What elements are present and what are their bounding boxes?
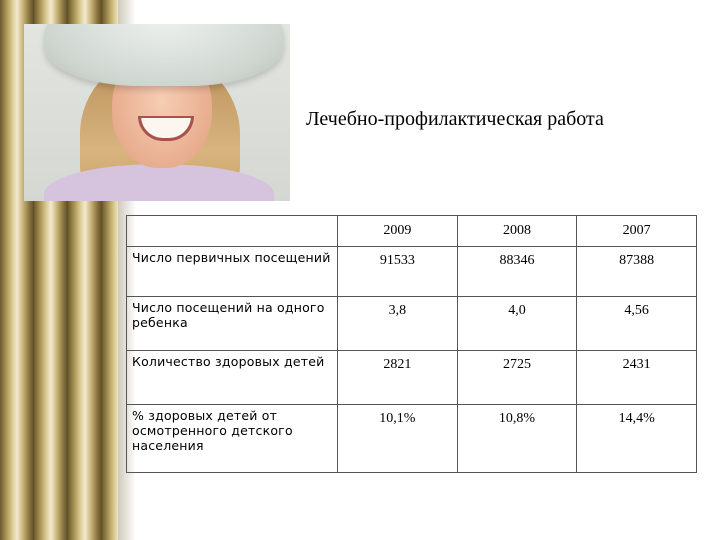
- photo-smile: [138, 116, 194, 141]
- cell-value: 10,8%: [456, 404, 578, 473]
- cell-value: 91533: [337, 246, 458, 297]
- row-label: Количество здоровых детей: [126, 350, 338, 405]
- table-row: Число первичных посещений 91533 88346 87…: [126, 246, 697, 297]
- column-header-2008: 2008: [456, 215, 578, 247]
- cell-value: 2821: [337, 350, 458, 405]
- girl-photo: [24, 24, 290, 201]
- table-row: % здоровых детей от осмотренного детског…: [126, 404, 697, 473]
- table-row: Число посещений на одного ребенка 3,8 4,…: [126, 296, 697, 351]
- row-label: Число посещений на одного ребенка: [126, 296, 338, 351]
- column-header-2009: 2009: [337, 215, 458, 247]
- row-label: Число первичных посещений: [126, 246, 338, 297]
- cell-value: 2725: [456, 350, 578, 405]
- cell-value: 2431: [576, 350, 697, 405]
- column-header-2007: 2007: [576, 215, 697, 247]
- cell-value: 14,4%: [576, 404, 697, 473]
- cell-value: 10,1%: [337, 404, 458, 473]
- table-corner-cell: [126, 215, 338, 247]
- statistics-table: 2009 2008 2007 Число первичных посещений…: [126, 215, 697, 473]
- cell-value: 3,8: [337, 296, 458, 351]
- table-header-row: 2009 2008 2007: [126, 215, 697, 247]
- row-label: % здоровых детей от осмотренного детског…: [126, 404, 338, 473]
- photo-hat: [44, 24, 284, 86]
- slide-title: Лечебно-профилактическая работа: [306, 108, 604, 130]
- cell-value: 4,56: [576, 296, 697, 351]
- table-row: Количество здоровых детей 2821 2725 2431: [126, 350, 697, 405]
- cell-value: 88346: [456, 246, 578, 297]
- cell-value: 4,0: [456, 296, 578, 351]
- cell-value: 87388: [576, 246, 697, 297]
